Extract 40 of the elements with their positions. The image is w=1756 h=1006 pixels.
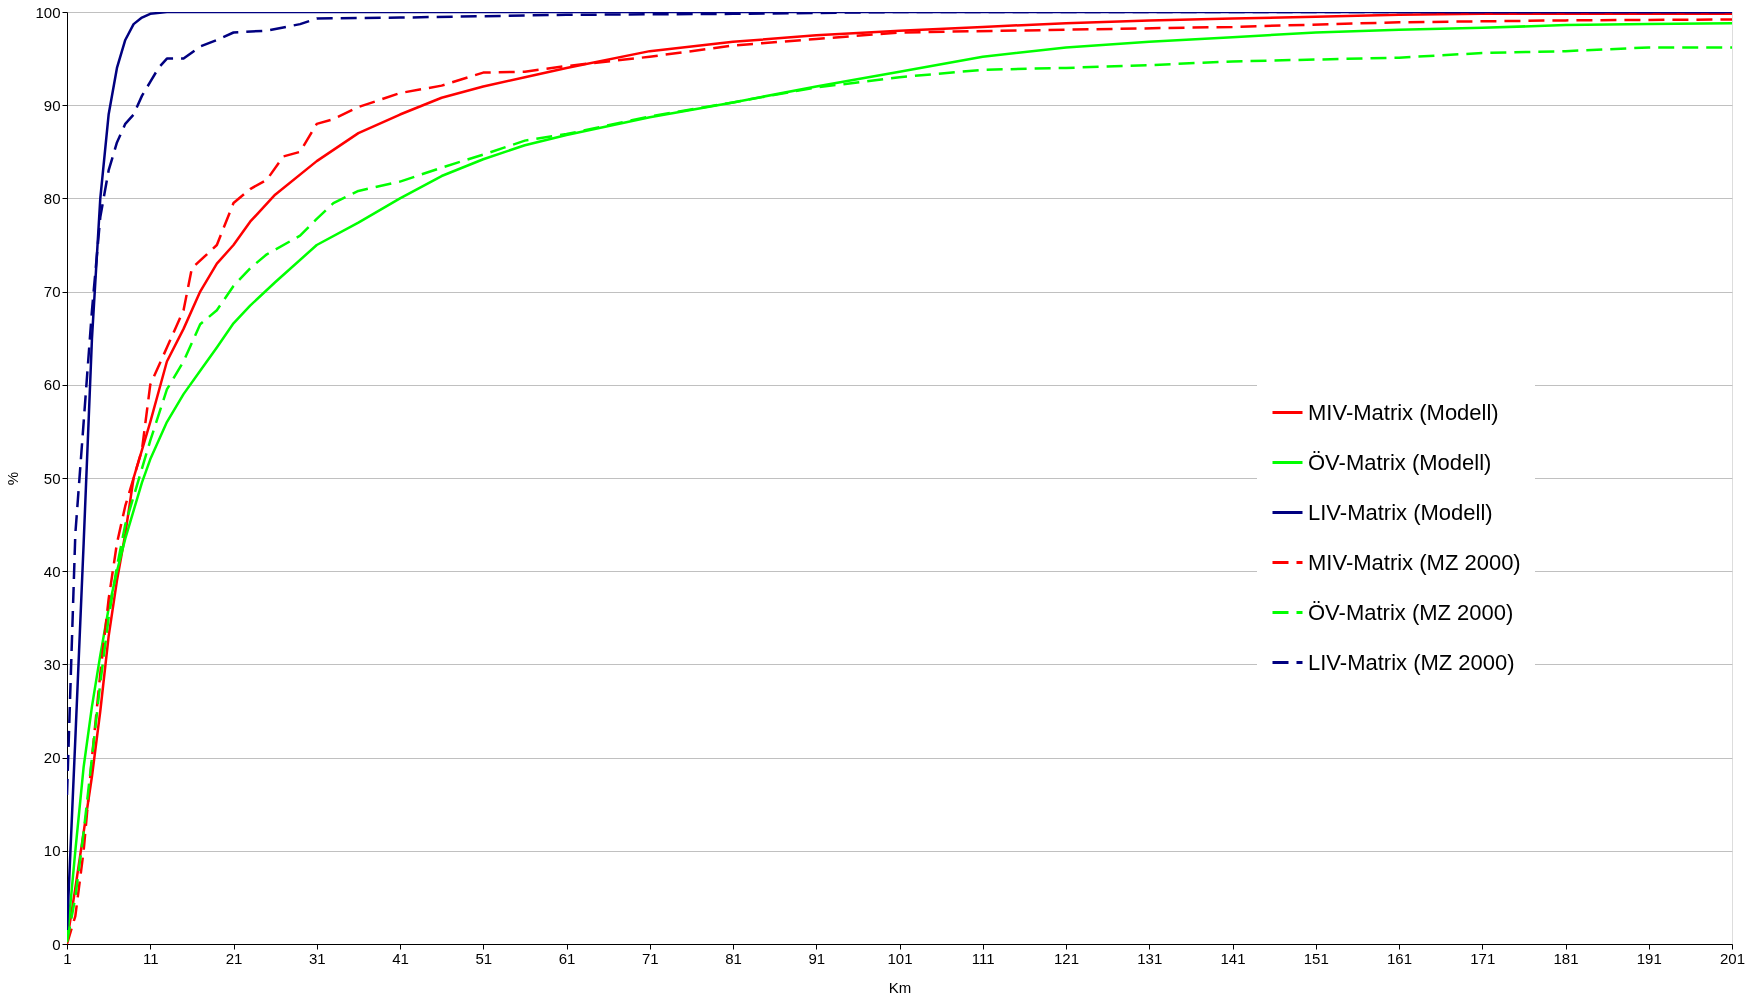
- legend-label: LIV-Matrix (Modell): [1308, 499, 1493, 525]
- x-tick-label: 171: [1470, 949, 1496, 967]
- legend-label: MIV-Matrix (Modell): [1308, 399, 1499, 425]
- x-tick-label: 191: [1636, 949, 1662, 967]
- y-axis-title: %: [4, 471, 22, 486]
- y-tick-label: 50: [43, 469, 61, 487]
- y-tick-label: 40: [43, 562, 61, 580]
- x-tick-label: 111: [971, 949, 995, 967]
- x-tick-label: 31: [308, 949, 326, 967]
- y-tick-label: 100: [35, 3, 61, 21]
- x-tick-label: 1: [63, 949, 72, 967]
- legend-label: ÖV-Matrix (MZ 2000): [1308, 599, 1514, 625]
- y-tick-label: 10: [43, 842, 61, 860]
- y-tick-label: 80: [43, 189, 61, 207]
- x-tick-label: 21: [225, 949, 243, 967]
- x-tick-label: 141: [1220, 949, 1246, 967]
- x-axis-title: Km: [888, 978, 912, 996]
- x-tick-label: 181: [1553, 949, 1579, 967]
- x-tick-label: 91: [808, 949, 826, 967]
- legend-label: LIV-Matrix (MZ 2000): [1308, 649, 1515, 675]
- x-tick-label: 201: [1719, 949, 1746, 967]
- x-tick-label: 41: [392, 949, 409, 967]
- y-tick-label: 70: [43, 283, 61, 301]
- x-tick-label: 51: [475, 949, 493, 967]
- x-tick-label: 71: [641, 949, 659, 967]
- legend-label: ÖV-Matrix (Modell): [1308, 449, 1492, 475]
- x-tick-label: 101: [887, 949, 913, 967]
- x-tick-label: 121: [1053, 949, 1080, 967]
- legend-label: MIV-Matrix (MZ 2000): [1308, 549, 1521, 575]
- x-tick-label: 61: [558, 949, 576, 967]
- y-tick-label: 20: [43, 749, 61, 767]
- y-tick-label: 90: [43, 96, 61, 114]
- y-tick-label: 60: [43, 376, 61, 394]
- x-tick-label: 81: [725, 949, 742, 967]
- y-tick-label: 0: [52, 935, 61, 953]
- x-tick-label: 11: [142, 949, 159, 967]
- x-tick-label: 131: [1137, 949, 1163, 967]
- y-tick-label: 30: [43, 655, 61, 673]
- x-tick-label: 151: [1303, 949, 1329, 967]
- x-tick-label: 161: [1386, 949, 1413, 967]
